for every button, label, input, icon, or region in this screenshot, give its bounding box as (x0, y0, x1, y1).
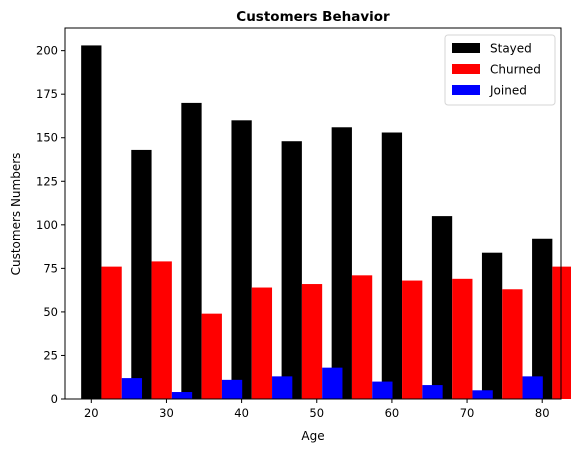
bar-stayed-9 (532, 238, 553, 399)
legend: Stayed Churned Joined (444, 34, 556, 106)
bar-churned-0 (101, 266, 122, 399)
y-axis-label: Customers Numbers (9, 153, 23, 276)
x-tick-label-3: 50 (309, 406, 324, 420)
x-tick-label-1: 30 (159, 406, 174, 420)
bar-joined-6 (422, 385, 443, 399)
bar-stayed-3 (231, 120, 252, 399)
y-tick-label-6: 150 (36, 131, 58, 145)
bar-joined-5 (372, 381, 393, 399)
bar-churned-9 (552, 266, 571, 399)
y-tick-label-7: 175 (36, 87, 58, 101)
legend-label-joined: Joined (489, 84, 527, 98)
legend-label-churned: Churned (490, 63, 541, 77)
legend-label-stayed: Stayed (490, 42, 532, 56)
y-tick-label-2: 50 (43, 305, 58, 319)
bar-churned-8 (502, 289, 523, 399)
bar-churned-2 (201, 313, 222, 399)
bar-joined-3 (272, 376, 293, 399)
bar-churned-1 (151, 261, 172, 399)
bar-joined-7 (472, 390, 493, 399)
bar-stayed-4 (281, 141, 302, 399)
bar-stayed-6 (381, 132, 403, 399)
y-tick-label-5: 125 (36, 174, 58, 188)
x-tick-label-5: 70 (460, 406, 475, 420)
bar-churned-7 (452, 278, 473, 399)
bar-churned-3 (251, 287, 273, 399)
bar-joined-2 (221, 379, 243, 399)
bar-stayed-1 (131, 149, 152, 399)
bar-churned-6 (402, 280, 423, 399)
plot-frame (64, 27, 562, 400)
x-axis-label: Age (301, 429, 324, 443)
chart-title: Customers Behavior (236, 9, 390, 25)
bar-stayed-0 (81, 45, 102, 400)
y-tick-label-4: 100 (36, 218, 58, 232)
bar-joined-8 (522, 376, 543, 399)
x-tick-label-4: 60 (385, 406, 400, 420)
x-tick-label-2: 40 (234, 406, 249, 420)
bar-stayed-5 (331, 127, 352, 399)
bar-joined-4 (322, 367, 343, 399)
legend-swatch-churned (452, 64, 480, 74)
bars (81, 45, 571, 400)
legend-swatch-stayed (452, 43, 480, 53)
y-tick-label-3: 75 (43, 261, 58, 275)
y-axis: 0 25 50 75 100 125 150 175 200 (36, 44, 65, 406)
bar-joined-1 (171, 392, 193, 399)
bar-churned-5 (351, 275, 373, 399)
legend-swatch-joined (452, 85, 480, 95)
x-tick-label-0: 20 (84, 406, 99, 420)
bar-stayed-2 (181, 102, 202, 400)
y-tick-label-8: 200 (36, 44, 58, 58)
plot-area (64, 27, 571, 400)
x-axis: 20 30 40 50 60 70 80 (84, 399, 550, 420)
bar-stayed-8 (481, 252, 503, 399)
y-tick-label-1: 25 (43, 348, 58, 362)
x-tick-label-6: 80 (535, 406, 550, 420)
bar-churned-4 (301, 284, 323, 399)
y-tick-label-0: 0 (51, 392, 58, 406)
bar-joined-0 (121, 378, 143, 399)
bar-stayed-7 (431, 216, 453, 399)
